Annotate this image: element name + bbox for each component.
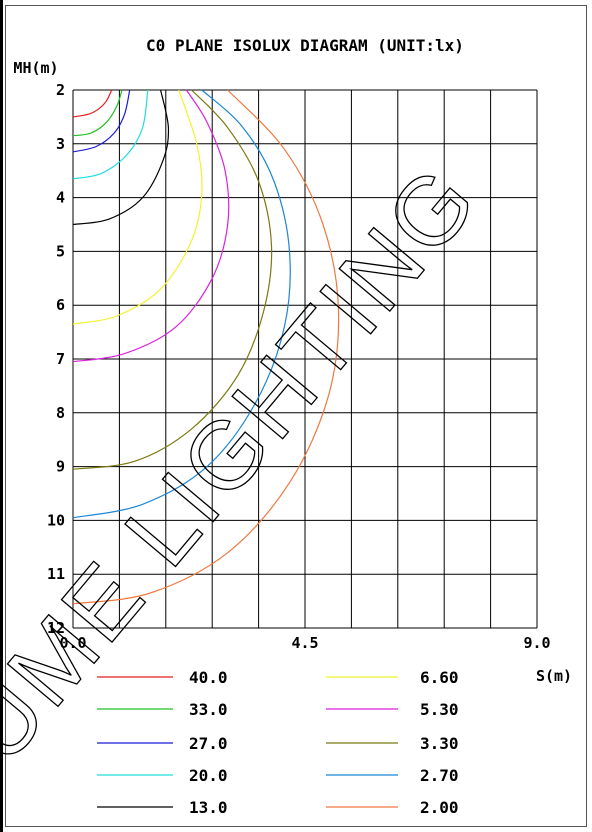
grid	[72, 89, 538, 629]
legend-label: 5.30	[420, 700, 459, 719]
isolux-line-5-30	[72, 89, 230, 363]
left-edge-bar	[0, 0, 3, 832]
isolux-line-6-60	[72, 89, 203, 325]
y-tick-label: 8	[56, 404, 65, 422]
x-axis-label: S(m)	[536, 667, 572, 685]
y-tick-label: 3	[56, 135, 65, 153]
legend-label: 3.30	[420, 734, 459, 753]
y-tick-label: 9	[56, 458, 65, 476]
y-tick-label: 4	[56, 189, 65, 207]
y-tick-label: 10	[47, 511, 65, 529]
isolux-line-13-0	[72, 89, 170, 226]
isolux-line-40-0	[72, 89, 113, 118]
y-axis-label: MH(m)	[13, 59, 58, 77]
legend-label: 2.70	[420, 766, 459, 785]
isolux-line-27-0	[72, 89, 131, 153]
y-tick-labels: 2 3 4 5 6 7 8 9 10 11 12	[47, 81, 65, 637]
chart-frame	[5, 5, 587, 827]
y-tick-label: 2	[56, 81, 65, 99]
isolux-line-2-70	[72, 89, 291, 519]
isolux-line-3-30	[72, 89, 273, 470]
legend-label: 20.0	[189, 766, 228, 785]
legend-label: 33.0	[189, 700, 228, 719]
legend-label: 40.0	[189, 668, 228, 687]
y-tick-label: 12	[47, 619, 65, 637]
legend: 40.0 33.0 27.0 20.0 13.0 6.60 5.30 3.30 2.70 2.00	[97, 668, 459, 817]
y-tick-label: 5	[56, 242, 65, 260]
y-tick-label: 6	[56, 296, 65, 314]
legend-label: 6.60	[420, 668, 459, 687]
x-tick-label: 0.0	[59, 634, 86, 652]
x-tick-label: 4.5	[291, 634, 318, 652]
watermark-text: LUME LIGHTING	[0, 145, 499, 826]
isolux-line-20-0	[72, 89, 149, 180]
legend-label: 2.00	[420, 798, 459, 817]
isolux-line-2-00	[72, 89, 340, 605]
y-tick-label: 11	[47, 565, 65, 583]
isolux-line-33-0	[72, 89, 123, 137]
y-tick-label: 7	[56, 350, 65, 368]
chart-title: C0 PLANE ISOLUX DIAGRAM (UNIT:lx)	[146, 36, 464, 55]
x-tick-labels: 0.0 4.5 9.0	[59, 634, 550, 652]
plot-area	[72, 89, 340, 605]
legend-label: 27.0	[189, 734, 228, 753]
legend-label: 13.0	[189, 798, 228, 817]
x-tick-label: 9.0	[523, 634, 550, 652]
